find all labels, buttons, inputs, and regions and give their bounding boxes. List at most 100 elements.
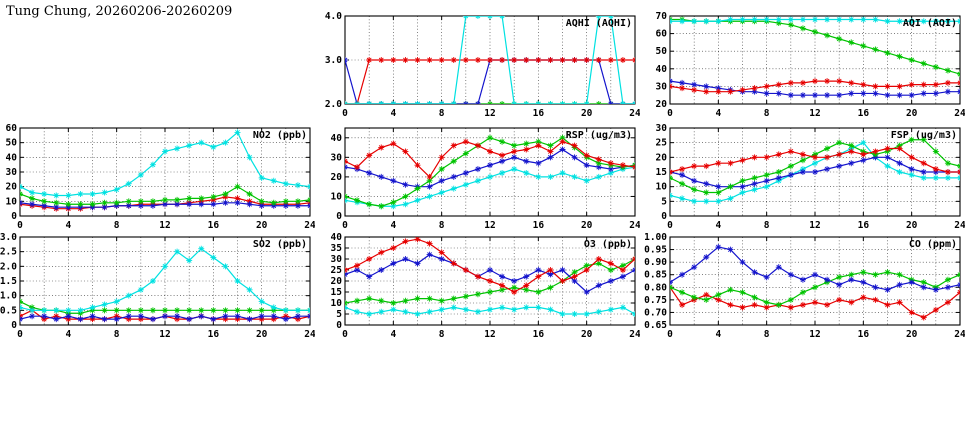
svg-text:0.95: 0.95 xyxy=(644,245,667,256)
svg-text:4: 4 xyxy=(715,108,721,119)
svg-text:12: 12 xyxy=(809,108,820,119)
svg-text:24: 24 xyxy=(954,108,965,119)
svg-text:12: 12 xyxy=(159,329,170,340)
svg-text:8: 8 xyxy=(439,108,445,119)
svg-text:0: 0 xyxy=(342,108,348,119)
svg-text:16: 16 xyxy=(533,108,545,119)
svg-text:0: 0 xyxy=(667,220,673,231)
svg-text:30: 30 xyxy=(6,167,18,178)
svg-text:8: 8 xyxy=(439,220,445,231)
svg-text:16: 16 xyxy=(208,329,220,340)
chart-aqi: 0 4 8 12 16 20 24 20 30 40 50 60 70 AQI (AQI) xyxy=(640,11,966,124)
svg-text:10: 10 xyxy=(656,182,668,193)
svg-text:1.0: 1.0 xyxy=(0,291,17,302)
svg-text:40: 40 xyxy=(331,133,343,144)
svg-text:20: 20 xyxy=(906,329,918,340)
svg-text:2.5: 2.5 xyxy=(0,247,17,258)
svg-text:RSP (ug/m3): RSP (ug/m3) xyxy=(566,130,632,141)
svg-text:8: 8 xyxy=(439,329,445,340)
svg-text:1.00: 1.00 xyxy=(644,233,667,243)
svg-text:0: 0 xyxy=(661,211,667,222)
svg-text:10: 10 xyxy=(6,196,18,207)
svg-text:50: 50 xyxy=(6,138,18,149)
svg-text:16: 16 xyxy=(533,329,545,340)
svg-text:5: 5 xyxy=(661,196,667,207)
chart-fsp: 0 4 8 12 16 20 24 0 5 10 15 20 25 30 FSP (ug/m3) xyxy=(640,123,966,236)
svg-text:8: 8 xyxy=(764,329,770,340)
page-title: Tung Chung, 20260206-20260209 xyxy=(6,4,233,19)
svg-text:20: 20 xyxy=(581,329,593,340)
svg-text:20: 20 xyxy=(6,182,18,193)
svg-text:40: 40 xyxy=(331,233,343,243)
svg-text:12: 12 xyxy=(159,220,170,231)
svg-text:30: 30 xyxy=(656,124,668,134)
svg-text:SO2 (ppb): SO2 (ppb) xyxy=(253,239,307,250)
svg-text:0: 0 xyxy=(342,329,348,340)
svg-text:0.85: 0.85 xyxy=(644,270,667,281)
svg-text:60: 60 xyxy=(656,29,668,40)
svg-text:16: 16 xyxy=(533,220,545,231)
svg-text:0: 0 xyxy=(17,220,23,231)
svg-text:20: 20 xyxy=(331,276,343,287)
svg-text:24: 24 xyxy=(954,329,965,340)
svg-text:0.90: 0.90 xyxy=(644,257,667,268)
svg-text:15: 15 xyxy=(656,167,668,178)
svg-text:25: 25 xyxy=(656,138,668,149)
svg-text:24: 24 xyxy=(304,220,315,231)
svg-text:0: 0 xyxy=(336,211,342,222)
svg-text:15: 15 xyxy=(331,287,343,298)
svg-text:0: 0 xyxy=(342,220,348,231)
svg-text:CO (ppm): CO (ppm) xyxy=(909,239,957,250)
svg-text:8: 8 xyxy=(764,108,770,119)
svg-text:0.65: 0.65 xyxy=(644,320,667,331)
svg-text:25: 25 xyxy=(331,265,343,276)
no2-line-chart: 0 4 8 12 16 20 24 0 10 20 30 40 50 60 NO2 (ppb) xyxy=(6,123,316,231)
svg-text:4: 4 xyxy=(715,329,721,340)
so2-line-chart: 0 4 8 12 16 20 24 0 0.5 1.0 1.5 2.0 2.5 3.0 SO2 (ppb) xyxy=(0,232,316,340)
svg-text:30: 30 xyxy=(331,152,343,163)
svg-text:0: 0 xyxy=(667,108,673,119)
svg-text:40: 40 xyxy=(656,64,668,75)
svg-text:16: 16 xyxy=(858,108,870,119)
aqi-line-chart: 0 4 8 12 16 20 24 20 30 40 50 60 70 AQI (AQI) xyxy=(656,11,966,119)
chart-no2: 0 4 8 12 16 20 24 0 10 20 30 40 50 60 NO2 (ppb) xyxy=(0,123,316,236)
svg-text:8: 8 xyxy=(114,329,120,340)
svg-text:0: 0 xyxy=(17,329,23,340)
svg-text:24: 24 xyxy=(304,329,315,340)
chart-co: 0 4 8 12 16 20 24 0.65 0.70 0.75 0.80 0.85 0.90 0.95 1… xyxy=(640,232,966,345)
svg-text:NO2 (ppb): NO2 (ppb) xyxy=(253,130,307,141)
svg-text:0: 0 xyxy=(11,211,17,222)
svg-text:24: 24 xyxy=(629,108,640,119)
chart-so2: 0 4 8 12 16 20 24 0 0.5 1.0 1.5 2.0 2.5 3.0 SO2 (ppb) xyxy=(0,232,316,345)
svg-text:30: 30 xyxy=(331,254,343,265)
svg-text:0.75: 0.75 xyxy=(644,295,667,306)
svg-text:0: 0 xyxy=(336,320,342,331)
svg-text:20: 20 xyxy=(256,329,268,340)
svg-text:12: 12 xyxy=(484,329,495,340)
svg-text:20: 20 xyxy=(656,152,668,163)
svg-text:AQHI (AQHI): AQHI (AQHI) xyxy=(566,18,632,29)
svg-text:4: 4 xyxy=(65,220,71,231)
svg-text:16: 16 xyxy=(858,329,870,340)
svg-text:12: 12 xyxy=(484,108,495,119)
svg-text:4: 4 xyxy=(65,329,71,340)
chart-aqhi: 0 4 8 12 16 20 24 2.0 3.0 4.0 AQHI (AQHI) xyxy=(315,11,641,124)
svg-text:10: 10 xyxy=(331,298,343,309)
svg-text:2.0: 2.0 xyxy=(325,99,342,110)
svg-text:4: 4 xyxy=(390,220,396,231)
svg-text:0: 0 xyxy=(11,320,17,331)
svg-text:12: 12 xyxy=(484,220,495,231)
svg-text:20: 20 xyxy=(656,99,668,110)
svg-text:2.0: 2.0 xyxy=(0,261,17,272)
svg-text:0: 0 xyxy=(667,329,673,340)
svg-text:24: 24 xyxy=(629,329,640,340)
svg-text:4: 4 xyxy=(715,220,721,231)
svg-text:0.70: 0.70 xyxy=(644,307,667,318)
svg-text:60: 60 xyxy=(6,124,18,134)
svg-text:AQI (AQI): AQI (AQI) xyxy=(903,18,957,29)
svg-text:40: 40 xyxy=(6,152,18,163)
svg-text:24: 24 xyxy=(954,220,965,231)
svg-text:FSP (ug/m3): FSP (ug/m3) xyxy=(891,130,957,141)
